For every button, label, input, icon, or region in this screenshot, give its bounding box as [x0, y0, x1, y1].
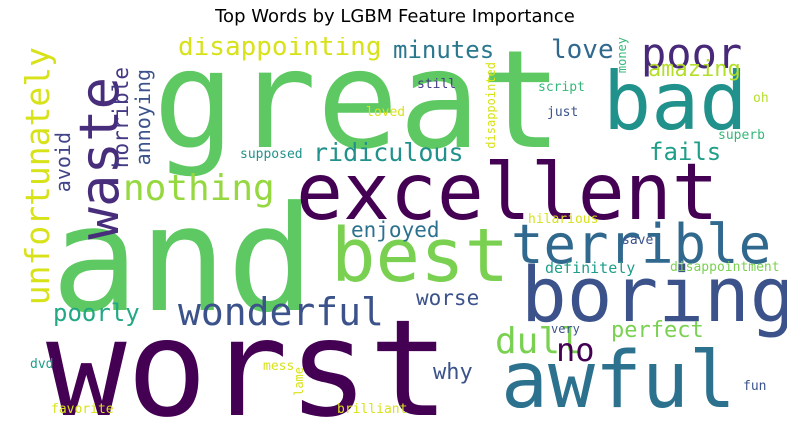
word-avoid: avoid	[51, 132, 75, 193]
word-still: still	[417, 77, 457, 92]
word-superb: superb	[718, 128, 765, 143]
word-amazing: amazing	[648, 57, 741, 82]
word-bad: bad	[603, 55, 748, 148]
word-enjoyed: enjoyed	[351, 218, 440, 242]
word-best: best	[331, 213, 510, 299]
word-minutes: minutes	[393, 37, 495, 64]
word-poorly: poorly	[53, 299, 140, 327]
word-ridiculous: ridiculous	[313, 138, 464, 167]
word-worse: worse	[416, 286, 480, 310]
word-great: great	[153, 37, 563, 180]
word-favorite: favorite	[51, 402, 114, 417]
word-disappointment: disappointment	[670, 260, 780, 275]
word-supposed: supposed	[240, 147, 303, 162]
word-money: money	[615, 37, 629, 74]
word-why: why	[433, 360, 473, 385]
word-disappointed: disappointed	[484, 62, 498, 149]
word-save: save	[622, 233, 654, 248]
word-mess: mess	[263, 359, 295, 374]
word-dull: dull	[495, 321, 582, 362]
word-nothing: nothing	[123, 168, 275, 209]
word-brilliant: brilliant	[337, 402, 408, 417]
word-script: script	[538, 80, 585, 95]
word-annoying: annoying	[131, 69, 155, 166]
word-just: just	[547, 105, 579, 120]
word-disappointing: disappointing	[178, 37, 382, 62]
word-worst: worst	[46, 291, 450, 422]
word-love: love	[551, 37, 614, 65]
word-oh: oh	[753, 91, 769, 106]
word-poor: poor	[641, 37, 743, 78]
word-perfect: perfect	[611, 318, 704, 343]
word-definitely: definitely	[545, 259, 636, 277]
word-fails: fails	[649, 138, 722, 166]
word-fun: fun	[743, 379, 767, 394]
word-awful: awful	[501, 336, 736, 422]
word-cloud: great and worst excellent bad boring awf…	[13, 37, 787, 422]
word-lame: lame	[292, 367, 306, 396]
word-hilarious: hilarious	[528, 212, 599, 227]
word-boring: boring	[521, 250, 787, 339]
word-and: and	[51, 175, 315, 345]
chart-title: Top Words by LGBM Feature Importance	[215, 6, 575, 27]
word-loved: loved	[366, 105, 406, 120]
word-terrible: terrible	[511, 213, 772, 276]
word-unfortunately: unfortunately	[18, 47, 57, 306]
word-no: no	[556, 331, 595, 369]
word-very: very	[551, 322, 580, 336]
word-horrible: horrible	[109, 67, 133, 169]
word-excellent: excellent	[296, 148, 719, 238]
word-dvd: dvd	[30, 357, 54, 372]
word-wonderful: wonderful	[178, 290, 384, 334]
